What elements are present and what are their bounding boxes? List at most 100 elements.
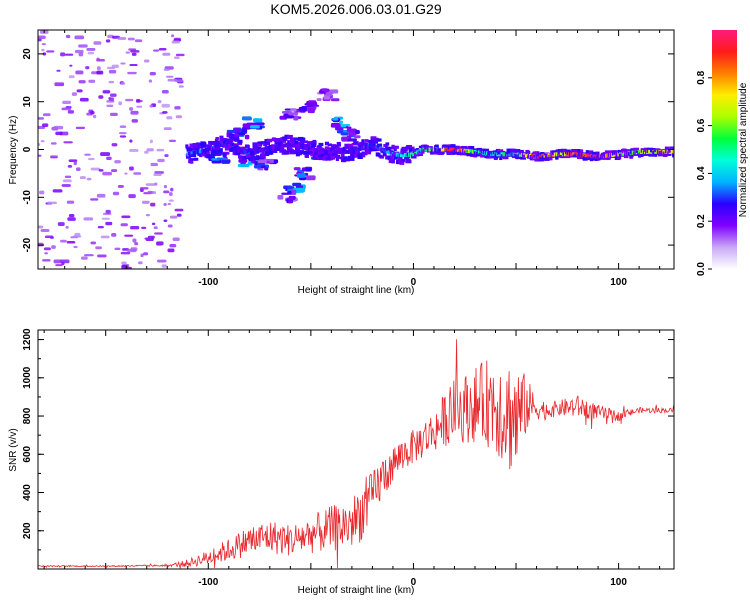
- noise-cell: [55, 264, 63, 267]
- signal-blob-cell: [290, 189, 297, 195]
- track-halo-cell: [573, 149, 578, 153]
- track-core-cell: [563, 152, 567, 157]
- track-halo-cell: [336, 141, 341, 147]
- track-halo-cell: [264, 140, 271, 146]
- track-halo-cell: [353, 141, 359, 145]
- track-halo-cell: [251, 159, 256, 163]
- track-halo-cell: [582, 156, 589, 160]
- track-halo-cell: [588, 150, 594, 155]
- track-core-cell: [340, 149, 343, 154]
- track-halo-cell: [305, 154, 309, 158]
- track-core-cell: [356, 147, 360, 152]
- noise-cell: [156, 241, 164, 246]
- track-halo-cell: [258, 146, 262, 150]
- signal-blob-cell: [254, 122, 265, 126]
- noise-cell: [105, 209, 111, 214]
- track-halo-cell: [300, 143, 305, 147]
- noise-cell: [69, 64, 73, 67]
- track-halo-cell: [312, 155, 318, 160]
- track-halo-cell: [248, 148, 253, 153]
- noise-cell: [61, 107, 72, 111]
- noise-cell: [150, 202, 156, 207]
- track-halo-cell: [525, 149, 530, 155]
- signal-blob-cell: [222, 152, 227, 158]
- track-core-cell: [637, 149, 641, 154]
- signal-blob-cell: [287, 190, 292, 195]
- snr-xtick-label: 100: [610, 577, 627, 588]
- track-core-cell: [537, 154, 540, 159]
- track-halo-cell: [361, 139, 365, 144]
- track-halo-cell: [386, 146, 392, 151]
- noise-cell: [114, 247, 121, 251]
- track-halo-cell: [555, 149, 560, 153]
- noise-cell: [161, 89, 169, 94]
- track-halo-cell: [339, 147, 343, 151]
- track-core-cell: [449, 147, 452, 152]
- noise-cell: [130, 226, 140, 230]
- track-halo-cell: [206, 152, 210, 156]
- track-halo-cell: [194, 146, 200, 151]
- track-halo-cell: [403, 147, 407, 150]
- noise-cell: [67, 217, 76, 221]
- track-halo-cell: [345, 145, 350, 149]
- track-halo-cell: [265, 152, 270, 156]
- track-core-cell: [311, 147, 315, 152]
- track-core-cell: [524, 153, 528, 158]
- noise-cell: [105, 221, 113, 226]
- noise-cell: [107, 34, 114, 39]
- track-core-cell: [317, 148, 321, 153]
- track-core-cell: [280, 143, 284, 148]
- track-halo-cell: [347, 155, 352, 160]
- noise-cell: [38, 143, 41, 146]
- signal-blob-cell: [264, 167, 269, 171]
- track-core-cell: [330, 149, 333, 154]
- track-core-cell: [358, 147, 362, 152]
- track-halo-cell: [344, 158, 351, 162]
- track-halo-cell: [446, 151, 453, 155]
- track-halo-cell: [461, 145, 468, 149]
- track-halo-cell: [269, 150, 274, 155]
- noise-cell: [86, 177, 92, 181]
- track-halo-cell: [354, 154, 359, 158]
- track-halo-cell: [351, 151, 358, 156]
- noise-cell: [174, 106, 181, 110]
- signal-blob-cell: [348, 131, 357, 136]
- track-halo-cell: [246, 149, 252, 154]
- track-halo-cell: [654, 154, 658, 157]
- track-halo-cell: [186, 154, 192, 159]
- noise-cell: [62, 179, 72, 183]
- track-halo-cell: [438, 151, 444, 156]
- track-core-cell: [262, 147, 265, 152]
- track-halo-cell: [189, 159, 194, 164]
- signal-blob-cell: [241, 163, 250, 168]
- noise-cell: [127, 248, 137, 253]
- noise-cell: [172, 237, 180, 241]
- track-halo-cell: [223, 143, 229, 148]
- track-core-cell: [559, 152, 563, 157]
- track-halo-cell: [210, 141, 217, 146]
- snr-ytick-label: 600: [22, 446, 33, 463]
- noise-cell: [42, 113, 51, 117]
- track-core-cell: [237, 146, 241, 151]
- noise-cell: [88, 157, 95, 161]
- track-halo-cell: [361, 142, 366, 147]
- noise-cell: [178, 85, 184, 88]
- noise-cell: [157, 259, 167, 263]
- signal-blob-cell: [347, 138, 357, 142]
- noise-cell: [57, 222, 65, 226]
- signal-blob-cell: [345, 124, 351, 127]
- noise-cell: [60, 239, 67, 243]
- noise-cell: [120, 62, 126, 65]
- noise-cell: [125, 266, 132, 269]
- track-core-cell: [444, 147, 448, 152]
- track-halo-cell: [383, 144, 388, 148]
- noise-cell: [90, 241, 97, 245]
- noise-cell: [129, 148, 139, 152]
- track-halo-cell: [491, 154, 496, 158]
- track-halo-cell: [406, 144, 413, 150]
- noise-cell: [130, 50, 140, 53]
- signal-blob-cell: [284, 115, 295, 119]
- noise-cell: [44, 235, 54, 239]
- track-halo-cell: [195, 142, 201, 146]
- noise-cell: [162, 111, 168, 114]
